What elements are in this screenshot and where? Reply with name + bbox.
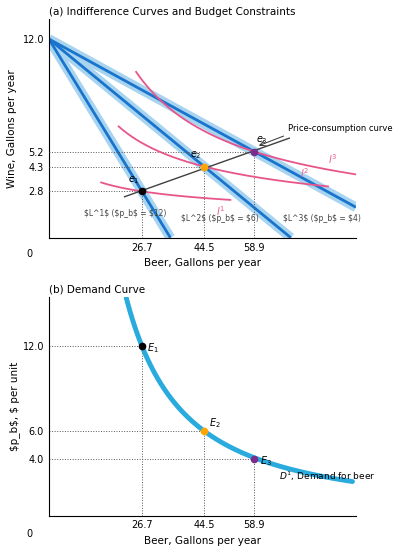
Text: (a) Indifference Curves and Budget Constraints: (a) Indifference Curves and Budget Const… bbox=[49, 7, 295, 17]
Text: $E_2$: $E_2$ bbox=[209, 416, 221, 430]
Text: $E_1$: $E_1$ bbox=[147, 341, 159, 354]
Text: $e_2$: $e_2$ bbox=[190, 149, 201, 161]
Text: $E_3$: $E_3$ bbox=[260, 453, 272, 467]
Text: $l^1$: $l^1$ bbox=[216, 204, 225, 218]
Text: (b) Demand Curve: (b) Demand Curve bbox=[49, 285, 145, 295]
Text: $l^2$: $l^2$ bbox=[300, 166, 309, 180]
Y-axis label: $p_b$, $ per unit: $p_b$, $ per unit bbox=[9, 362, 20, 451]
Text: $e_1$: $e_1$ bbox=[128, 174, 139, 186]
Text: 0: 0 bbox=[27, 529, 33, 539]
Text: $l^3$: $l^3$ bbox=[328, 153, 337, 166]
X-axis label: Beer, Gallons per year: Beer, Gallons per year bbox=[144, 258, 261, 268]
Text: $L^2$ ($p_b$ = $6): $L^2$ ($p_b$ = $6) bbox=[182, 214, 259, 223]
Y-axis label: Wine, Gallons per year: Wine, Gallons per year bbox=[7, 69, 17, 188]
Text: $L^3$ ($p_b$ = $4): $L^3$ ($p_b$ = $4) bbox=[282, 214, 361, 223]
X-axis label: Beer, Gallons per year: Beer, Gallons per year bbox=[144, 536, 261, 546]
Text: $L^1$ ($p_b$ = $12): $L^1$ ($p_b$ = $12) bbox=[84, 209, 166, 218]
Text: $D^1$, Demand for beer: $D^1$, Demand for beer bbox=[279, 469, 375, 483]
Text: $e_3$: $e_3$ bbox=[256, 134, 268, 146]
Text: 0: 0 bbox=[27, 249, 33, 259]
Text: Price-consumption curve: Price-consumption curve bbox=[288, 124, 393, 133]
